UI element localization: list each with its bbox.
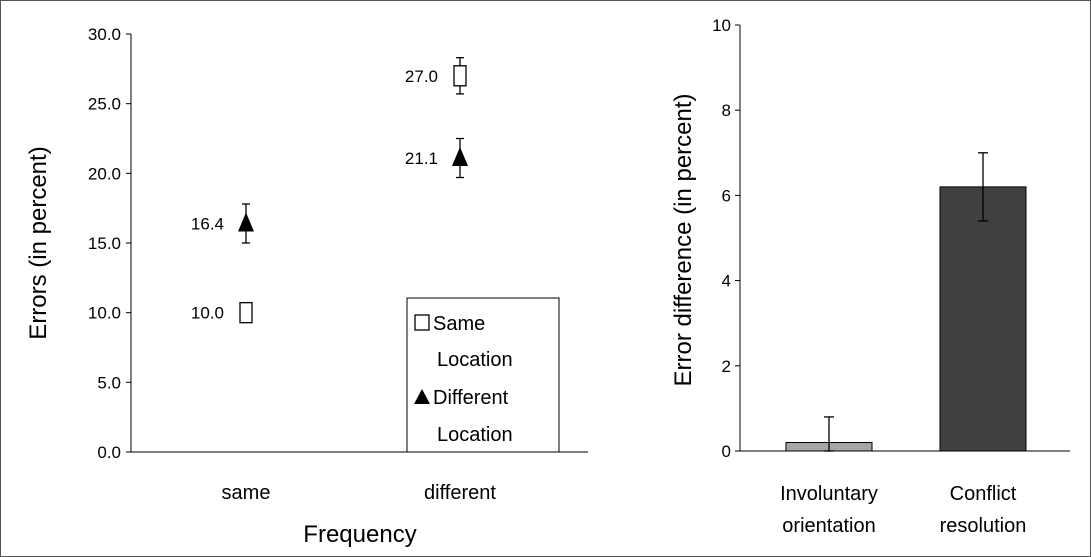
legend: Same Location Different Location [406,297,560,453]
legend-box [406,297,560,453]
legend-label-same-line1: Same [433,313,485,335]
data-label: 16.4 [191,214,224,233]
errors-x-tick-label: same [222,482,271,504]
error-difference-y-tick-label: 10 [712,16,731,35]
legend-label-different-line2: Location [437,424,513,446]
filled-triangle-icon [414,389,430,404]
error-difference-axes: 0 2 4 6 8 10 Involuntary orientation Conflict res… [712,16,1070,537]
data-point-different-location [238,212,254,232]
errors-axes: 0.0 5.0 10.0 15.0 20.0 25.0 30.0 same different [88,25,588,504]
errors-y-tick-label: 5.0 [97,373,121,392]
error-difference-bar-chart: 0 2 4 6 8 10 Involuntary orientation Conflict res… [670,16,1070,537]
error-difference-y-tick-label: 2 [722,357,731,376]
open-square-icon [414,314,430,331]
error-difference-x-tick-label: Conflict [950,483,1017,505]
errors-x-tick-label: different [424,482,496,504]
data-label: 27.0 [405,67,438,86]
bar [939,186,1027,452]
errors-plot-area: 10.0 27.0 16.4 21.1 [191,57,468,324]
legend-entry-same-location: Same Location [414,313,513,371]
data-point-same-location [453,65,467,87]
data-point-different-location [452,147,468,167]
data-label: 10.0 [191,304,224,323]
error-difference-y-tick-label: 0 [722,442,731,461]
error-difference-y-axis-title: Error difference (in percent) [670,93,697,386]
errors-y-tick-label: 20.0 [88,164,121,183]
data-point-same-location [239,302,253,324]
errors-scatter-chart: 10.0 27.0 16.4 21.1 0.0 5.0 10.0 15.0 20.0 25.0 3… [25,25,588,548]
data-label: 21.1 [405,149,438,168]
legend-entry-different-location: Different Location [414,387,513,446]
errors-y-tick-label: 25.0 [88,95,121,114]
error-difference-plot-area [785,152,1027,452]
error-difference-x-tick-label: Involuntary [780,483,878,505]
errors-x-axis-title: Frequency [303,521,416,548]
error-difference-x-tick-label: orientation [782,515,875,537]
legend-label-different-line1: Different [433,387,509,409]
errors-y-tick-label: 30.0 [88,25,121,44]
error-difference-y-tick-label: 6 [722,186,731,205]
errors-y-axis-title: Errors (in percent) [25,146,52,339]
error-difference-x-tick-label: resolution [940,515,1027,537]
error-difference-y-tick-label: 8 [722,101,731,120]
error-difference-y-tick-label: 4 [722,272,731,291]
legend-label-same-line2: Location [437,349,513,371]
errors-y-tick-label: 10.0 [88,304,121,323]
errors-y-tick-label: 0.0 [97,443,121,462]
errors-y-tick-label: 15.0 [88,234,121,253]
